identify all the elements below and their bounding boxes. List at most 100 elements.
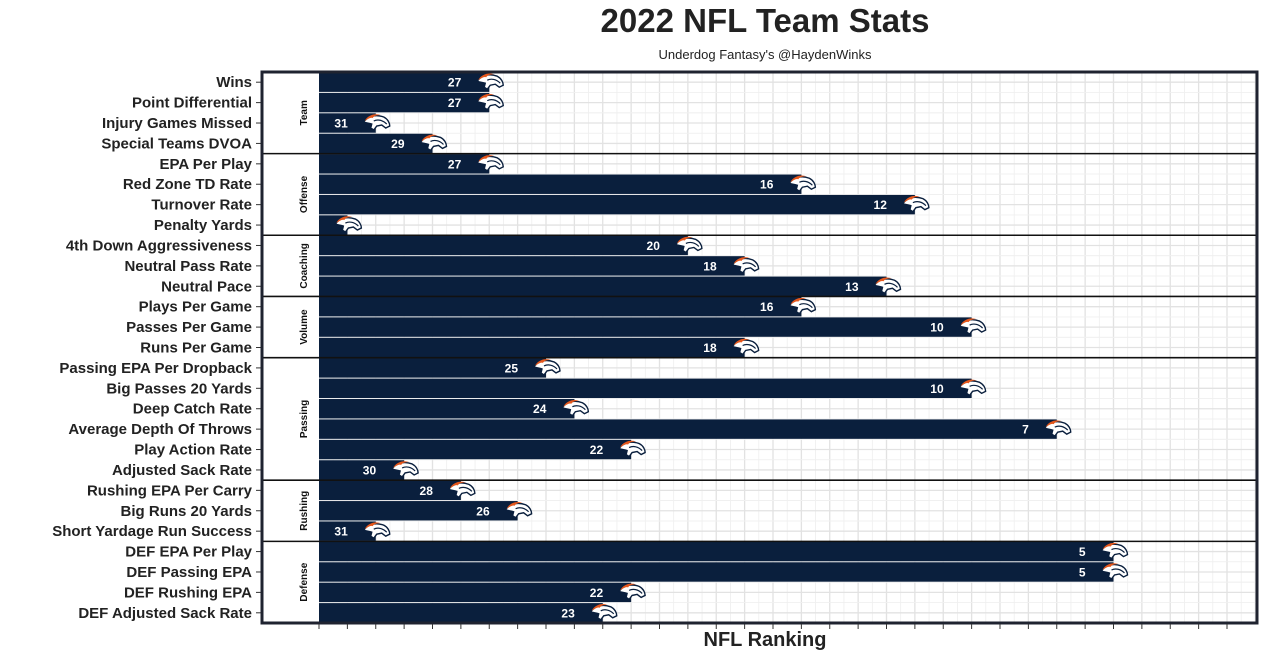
- bar-value-label: 18: [703, 259, 717, 273]
- bar-value-label: 5: [1079, 565, 1086, 579]
- broncos-logo-icon: [476, 93, 504, 111]
- logo-line: [572, 405, 586, 411]
- broncos-logo-icon: [1100, 563, 1129, 580]
- bar-value-label: 27: [448, 76, 462, 90]
- bar: [319, 439, 632, 460]
- logo-line: [458, 486, 473, 492]
- broncos-logo-icon: [589, 604, 618, 621]
- y-axis-label: Adjusted Sack Rate: [112, 462, 252, 479]
- logo-line: [401, 466, 416, 472]
- bar-value-label: 16: [760, 300, 774, 314]
- bar: [319, 358, 546, 378]
- bar: [319, 521, 376, 541]
- bar: [319, 399, 575, 419]
- logo-mane: [535, 359, 551, 366]
- y-axis-label: Passes Per Game: [126, 319, 252, 336]
- panel-border: [260, 70, 1259, 625]
- broncos-logo-icon: [958, 318, 987, 336]
- bar: [319, 419, 1057, 439]
- bar-value-label: 12: [874, 198, 888, 212]
- bar-value-label: 30: [363, 463, 377, 477]
- broncos-logo-icon: [419, 134, 448, 152]
- broncos-logo-icon: [476, 73, 504, 91]
- logo-line: [742, 262, 757, 268]
- broncos-logo-icon: [788, 175, 817, 193]
- bar: [319, 296, 802, 317]
- logo-mane: [1102, 563, 1119, 570]
- bar-value-label: 20: [647, 239, 661, 253]
- bar-value-label: 10: [930, 382, 944, 396]
- logo-line: [373, 119, 388, 125]
- logo-mane: [903, 195, 920, 203]
- logo-mane: [364, 522, 381, 530]
- broncos-logo-icon: [674, 236, 703, 254]
- logo-line: [486, 78, 501, 84]
- logo-mane: [620, 583, 637, 591]
- bar-value-label: 22: [590, 586, 604, 600]
- broncos-logo-icon: [731, 338, 760, 356]
- logo-mane: [591, 604, 608, 611]
- y-axis-label: Big Passes 20 Yards: [106, 380, 252, 397]
- logo-mane: [563, 399, 580, 407]
- bar-value-label: 22: [590, 443, 604, 457]
- logo-mane: [1102, 542, 1119, 550]
- bar: [319, 337, 745, 358]
- y-axis-label: Red Zone TD Rate: [123, 176, 252, 193]
- bar: [319, 154, 490, 174]
- logo-mane: [364, 114, 381, 122]
- logo-line: [543, 364, 558, 370]
- y-axis-label: 4th Down Aggressiveness: [66, 237, 252, 254]
- broncos-logo-icon: [447, 481, 476, 499]
- broncos-logo-icon: [476, 155, 504, 172]
- logo-line: [884, 282, 898, 288]
- y-axis-label: Play Action Rate: [134, 442, 252, 459]
- facet-strip-label: Passing: [299, 400, 310, 438]
- broncos-logo-icon: [334, 216, 363, 234]
- bar-value-label: 16: [760, 178, 774, 192]
- facet-strip-background: [262, 72, 319, 623]
- y-axis-label: Big Runs 20 Yards: [121, 503, 252, 520]
- y-axis-label: Wins: [216, 74, 252, 91]
- logo-line: [515, 507, 530, 513]
- broncos-logo-icon: [618, 440, 646, 458]
- broncos-logo-icon: [618, 583, 646, 601]
- bar: [319, 72, 490, 92]
- logo-mane: [478, 93, 495, 101]
- logo-mane: [733, 257, 750, 264]
- bar: [319, 133, 433, 154]
- broncos-logo-icon: [873, 277, 902, 295]
- y-axis-label: Passing EPA Per Dropback: [59, 360, 252, 377]
- logo-line: [1054, 425, 1069, 431]
- logo-mane: [620, 440, 637, 448]
- bar-value-label: 24: [533, 402, 547, 416]
- bar: [319, 480, 461, 501]
- bar: [319, 235, 688, 256]
- logo-line: [742, 343, 757, 349]
- bar-value-label: 5: [1079, 545, 1086, 559]
- bar: [319, 541, 1114, 562]
- bar: [319, 562, 1114, 582]
- bar: [319, 113, 376, 133]
- logo-mane: [478, 155, 495, 162]
- logo-line: [430, 139, 444, 145]
- logo-line: [486, 99, 501, 105]
- logo-line: [486, 160, 501, 166]
- bar-value-label: 7: [1022, 423, 1029, 437]
- bar-value-label: 28: [420, 484, 434, 498]
- bar: [319, 378, 972, 399]
- y-axis-label: Neutral Pace: [161, 278, 252, 295]
- logo-mane: [421, 134, 438, 142]
- y-axis-label: Turnover Rate: [151, 197, 252, 214]
- bar-value-label: 29: [391, 137, 405, 151]
- bar-value-label: 18: [703, 341, 717, 355]
- logo-mane: [393, 461, 410, 468]
- bar: [319, 582, 632, 603]
- bar: [319, 174, 802, 194]
- logo-line: [373, 527, 388, 533]
- bar-value-label: 31: [334, 525, 348, 539]
- broncos-logo-icon: [532, 359, 561, 376]
- logo-line: [600, 609, 615, 615]
- y-axis-label: DEF Rushing EPA: [124, 584, 252, 601]
- y-axis-label: Runs Per Game: [140, 340, 252, 357]
